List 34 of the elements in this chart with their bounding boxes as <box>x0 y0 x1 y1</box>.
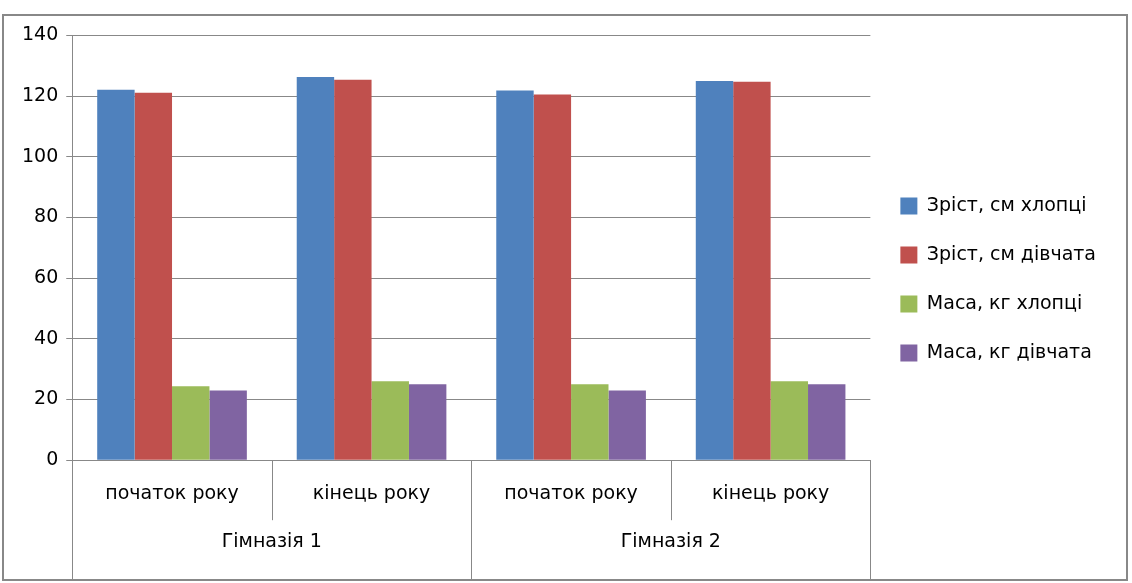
x-tick-label: кінець року <box>312 480 431 503</box>
bar <box>172 386 210 460</box>
y-tick-label: 0 <box>46 447 59 470</box>
bar <box>209 390 247 460</box>
legend-label: Зріст, см дівчата <box>926 241 1097 264</box>
x-tick-label: початок року <box>504 480 638 503</box>
x-tick-label: кінець року <box>711 480 830 503</box>
text: Гімназія 2 <box>620 529 721 552</box>
text: Гімназія 1 <box>221 529 322 552</box>
bar <box>296 76 335 460</box>
bar <box>334 79 372 460</box>
bar <box>533 94 572 460</box>
bar <box>496 90 534 460</box>
bar <box>134 92 173 460</box>
y-tick-label: 120 <box>22 83 59 106</box>
y-tick-label: 100 <box>22 143 59 166</box>
bar <box>608 390 646 460</box>
x-tick-label: початок року <box>105 480 239 503</box>
bar <box>371 381 409 460</box>
y-tick-label: 140 <box>22 22 59 45</box>
y-tick-label: 60 <box>34 265 59 288</box>
bar <box>695 80 734 460</box>
bar <box>97 89 135 460</box>
bar <box>770 381 809 460</box>
y-tick-label: 40 <box>34 325 59 348</box>
legend-label: Маса, кг дівчата <box>926 339 1092 362</box>
legend-label: Зріст, см хлопці <box>926 192 1087 215</box>
bar <box>408 384 447 460</box>
bar <box>733 81 771 460</box>
y-tick-label: 20 <box>34 386 59 409</box>
y-tick-label: 80 <box>34 204 59 227</box>
bar <box>571 384 609 460</box>
legend-label: Маса, кг хлопці <box>926 290 1083 313</box>
bar <box>808 384 846 460</box>
